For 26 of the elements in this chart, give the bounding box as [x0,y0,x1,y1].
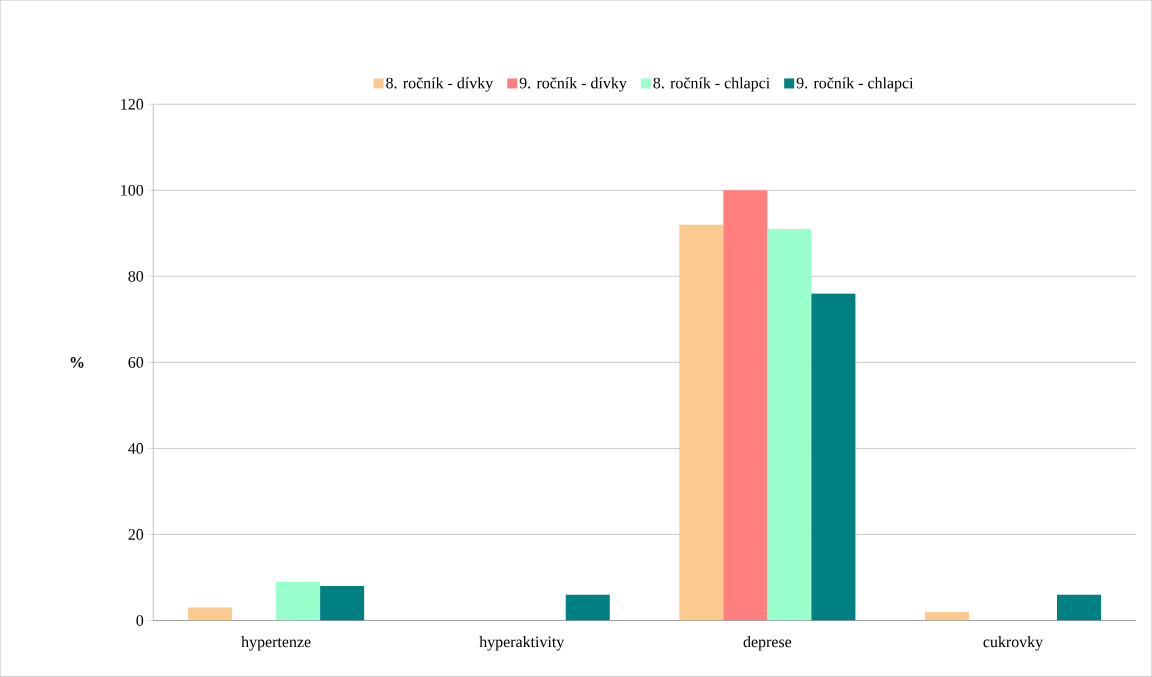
y-tick-label: 80 [128,271,144,282]
legend-label: 8. ročník - chlapci [653,77,770,92]
x-tick-label: hypertenze [241,636,311,651]
bar [767,229,812,621]
legend-label: 8. ročník - dívky [386,77,494,92]
bar [924,612,969,621]
y-tick-label: 40 [128,443,144,454]
bar [320,586,365,621]
bar [811,293,856,621]
legend-label: 9. ročník - chlapci [796,77,914,92]
bar [276,581,321,621]
bar [723,190,768,621]
y-tick-label: 100 [121,185,144,196]
x-tick-label: hyperaktivity [479,636,565,651]
y-axis-title: % [70,357,84,368]
legend-label: 9. ročník - dívky [519,77,627,92]
bar [188,607,233,621]
y-tick-label: 60 [128,357,144,368]
bar [565,594,610,621]
x-tick-label: deprese [743,636,792,651]
bar [679,224,724,621]
y-tick-label: 20 [128,529,144,540]
y-tick-label: 0 [136,615,144,627]
y-tick-label: 120 [121,98,144,110]
x-tick-label: cukrovky [983,636,1044,651]
bar [1057,594,1102,621]
